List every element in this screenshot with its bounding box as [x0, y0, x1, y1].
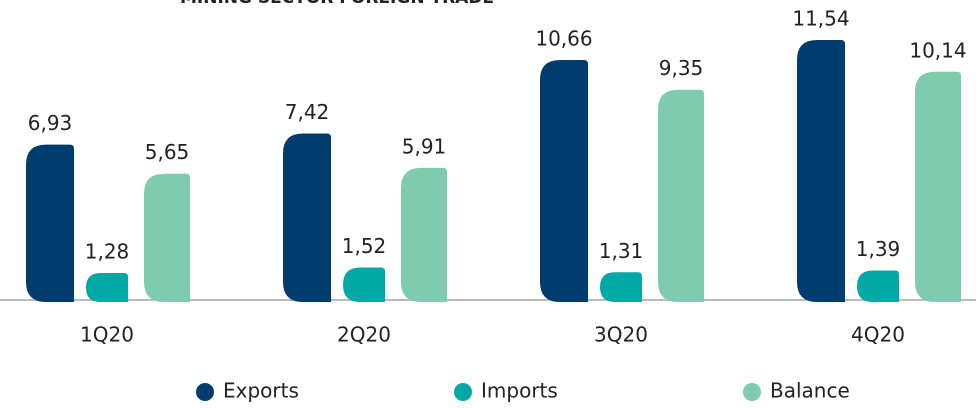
bar: [658, 89, 704, 302]
bar: [343, 267, 385, 302]
value-label: 10,14: [909, 38, 966, 62]
bar: [540, 59, 588, 302]
legend-label: Imports: [481, 379, 558, 403]
value-label: 1,39: [856, 237, 901, 261]
value-label: 11,54: [792, 7, 849, 31]
value-label: 9,35: [659, 56, 704, 80]
x-tick-label: 4Q20: [851, 323, 905, 347]
bar: [86, 272, 128, 302]
legend-marker: [454, 383, 472, 401]
value-label: 5,91: [402, 134, 447, 158]
chart-title: MINING SECTOR FOREIGN TRADE: [180, 0, 494, 8]
legend-marker: [743, 383, 761, 401]
x-tick-label: 2Q20: [337, 323, 391, 347]
value-label: 1,28: [85, 239, 130, 263]
legend-label: Exports: [223, 379, 299, 403]
value-label: 10,66: [535, 26, 592, 50]
legend-marker: [196, 383, 214, 401]
value-label: 1,31: [599, 239, 644, 263]
bar: [283, 133, 331, 302]
legend-label: Balance: [770, 379, 850, 403]
bar: [144, 173, 190, 302]
value-label: 6,93: [28, 111, 73, 135]
value-label: 1,52: [342, 234, 387, 258]
bar: [797, 40, 845, 302]
bar: [857, 270, 899, 302]
bar: [600, 272, 642, 302]
x-tick-label: 1Q20: [80, 323, 134, 347]
bar: [915, 71, 961, 302]
bar: [401, 167, 447, 302]
value-label: 7,42: [285, 100, 330, 124]
x-tick-label: 3Q20: [594, 323, 648, 347]
bar: [26, 144, 74, 302]
value-label: 5,65: [145, 140, 190, 164]
